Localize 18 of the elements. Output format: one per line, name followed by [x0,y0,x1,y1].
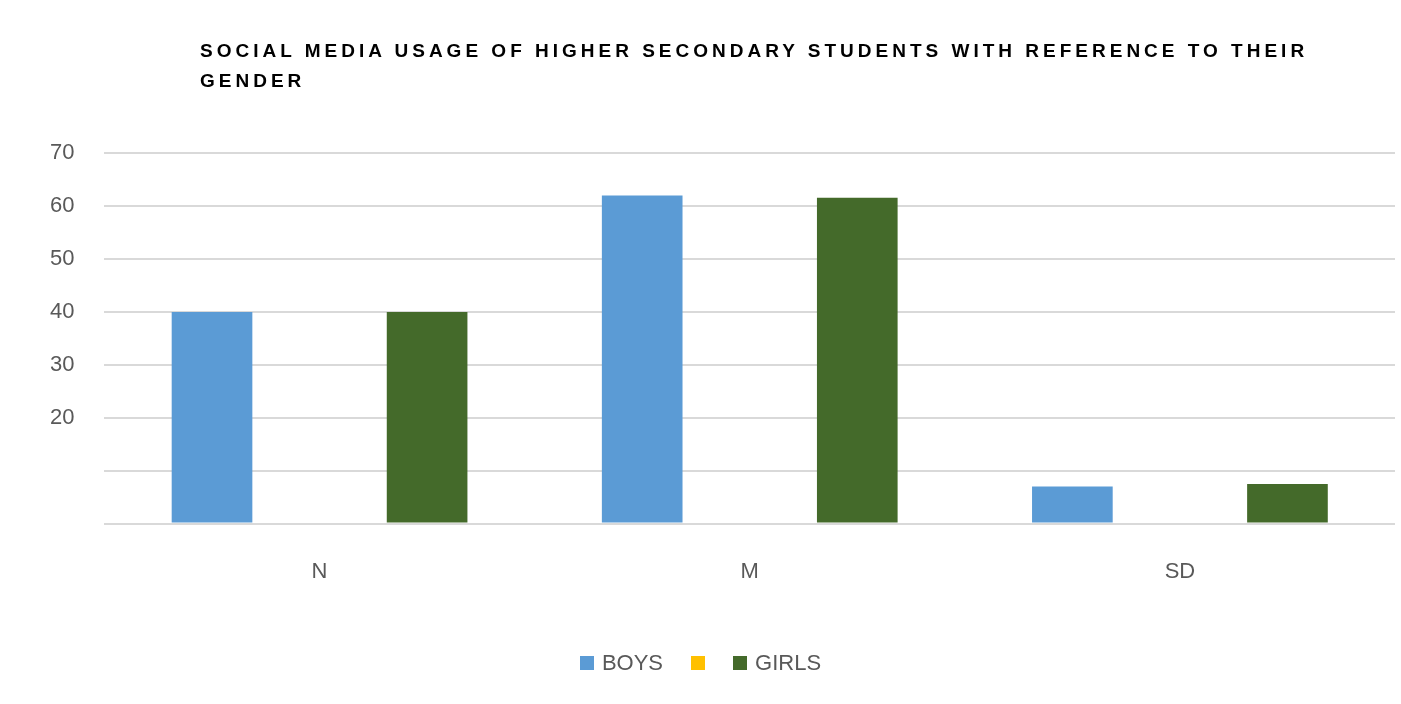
bar [816,197,898,523]
bar [601,195,683,523]
y-tick-label: 70 [49,139,75,165]
x-tick-label: M [740,557,759,583]
x-tick-label: SD [1164,557,1196,583]
bar [386,311,468,523]
y-tick-label: 30 [49,350,75,376]
legend-label: GIRLS [755,650,822,676]
y-tick-label: 60 [49,192,75,218]
bar [171,311,253,523]
chart-title: SOCIAL MEDIA USAGE OF HIGHER SECONDARY STUDENTS WITH REFERENCE TO THEIR GENDER [200,39,1310,93]
bar [1247,483,1328,523]
x-tick-label: N [311,557,328,583]
y-tick-label: 50 [49,245,75,271]
y-tick-label: 20 [49,403,75,429]
legend-label: BOYS [601,650,664,676]
y-tick-label: 40 [49,298,75,324]
bar [1032,486,1113,523]
